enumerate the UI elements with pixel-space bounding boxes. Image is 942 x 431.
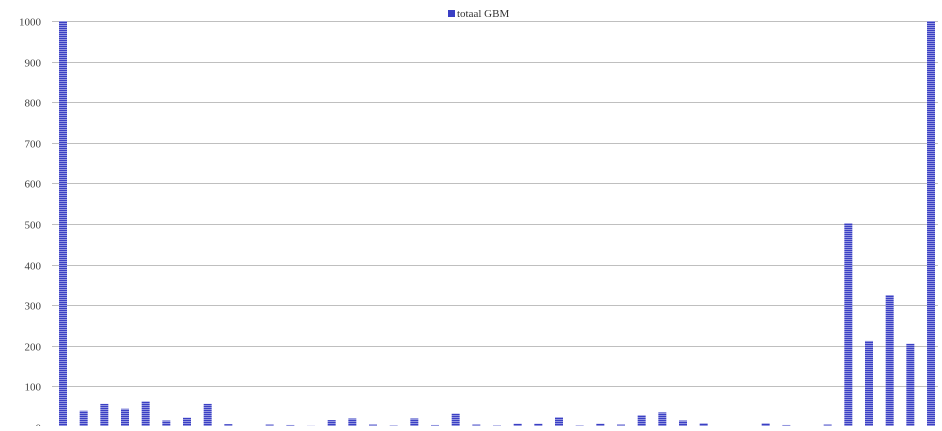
bar (328, 420, 336, 426)
y-tick-label: 900 (25, 58, 42, 70)
y-axis: 0 100 200 300 400 500 600 700 800 900 1000 (19, 17, 42, 427)
y-tick-label: 500 (25, 220, 42, 232)
bar (638, 415, 646, 426)
bar (80, 411, 88, 426)
bar (59, 21, 67, 426)
bars (59, 21, 935, 426)
bar (162, 421, 170, 427)
y-tick-label: 1000 (19, 17, 42, 29)
legend-swatch (448, 10, 455, 17)
y-tick-label: 300 (25, 301, 42, 313)
bar (658, 412, 666, 426)
bar (410, 418, 418, 426)
y-tick-label: 0 (36, 423, 42, 427)
legend: totaal GBM (448, 8, 509, 20)
gridlines (52, 22, 938, 427)
bar (886, 295, 894, 426)
bar (927, 21, 935, 426)
y-tick-label: 200 (25, 342, 42, 354)
bar (906, 344, 914, 426)
y-tick-label: 100 (25, 382, 42, 394)
bar (452, 414, 460, 426)
bar (204, 404, 212, 426)
bar (183, 418, 191, 426)
bar (844, 223, 852, 426)
y-tick-label: 700 (25, 139, 42, 151)
bar (100, 404, 108, 426)
y-tick-label: 800 (25, 98, 42, 110)
bar (348, 418, 356, 426)
legend-label: totaal GBM (457, 8, 509, 20)
bar (865, 341, 873, 426)
y-tick-label: 400 (25, 261, 42, 273)
bar (121, 409, 129, 426)
bar (679, 421, 687, 427)
bar (555, 417, 563, 426)
y-tick-label: 600 (25, 179, 42, 191)
bar (142, 401, 150, 426)
